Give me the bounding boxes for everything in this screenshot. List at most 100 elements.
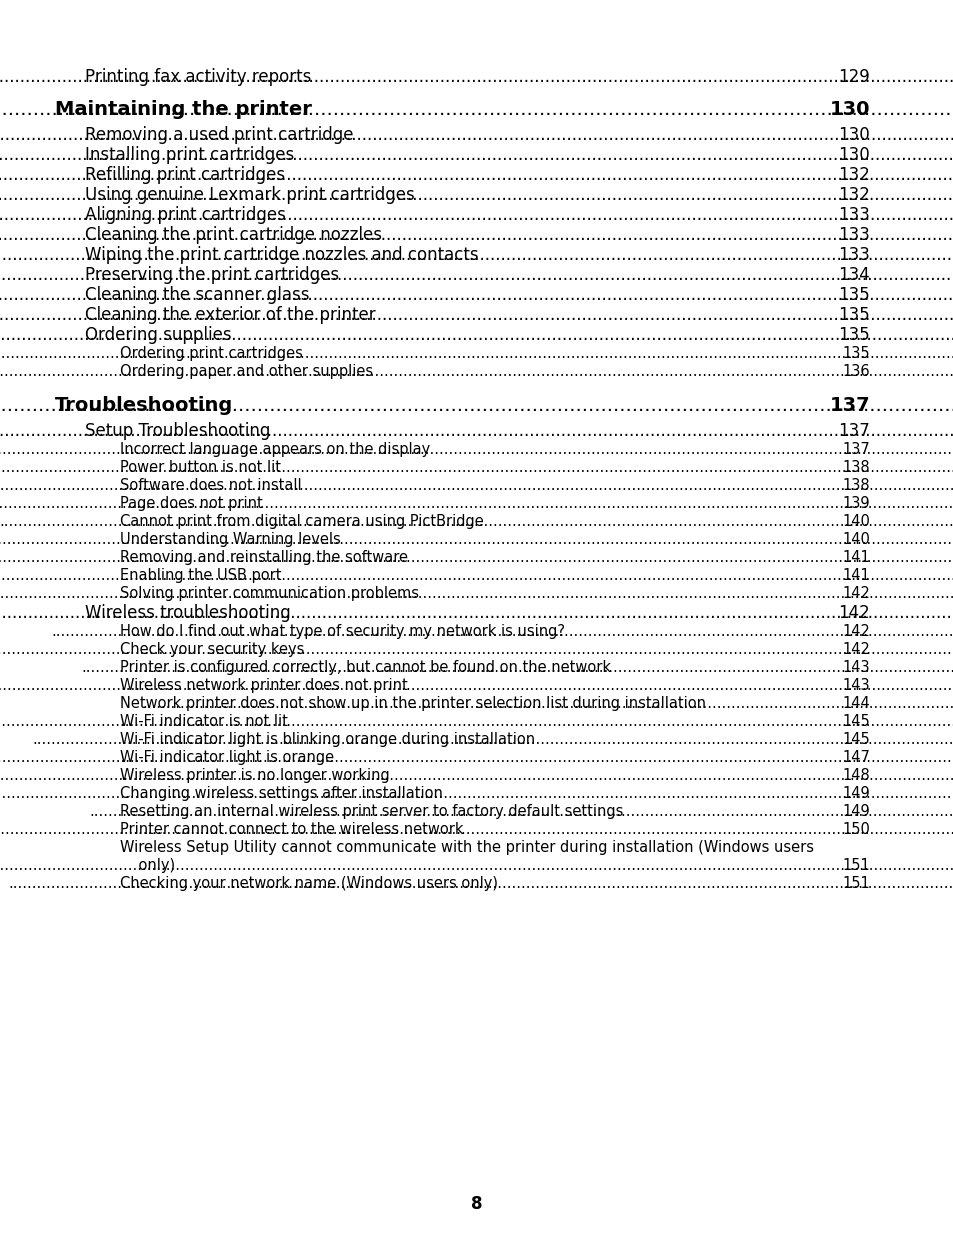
Text: ................................................................................: ........................................… bbox=[0, 496, 953, 511]
Text: 136: 136 bbox=[841, 364, 869, 379]
Text: ................................................................................: ........................................… bbox=[0, 326, 953, 345]
Text: Ordering print cartridges: Ordering print cartridges bbox=[120, 346, 302, 361]
Text: 143: 143 bbox=[841, 659, 869, 676]
Text: Maintaining the printer: Maintaining the printer bbox=[55, 100, 312, 119]
Text: ................................................................................: ........................................… bbox=[90, 804, 953, 819]
Text: ................................................................................: ........................................… bbox=[51, 624, 953, 638]
Text: ................................................................................: ........................................… bbox=[0, 287, 953, 304]
Text: Preserving the print cartridges: Preserving the print cartridges bbox=[85, 266, 338, 284]
Text: Setup Troubleshooting: Setup Troubleshooting bbox=[85, 422, 270, 440]
Text: Wireless network printer does not print: Wireless network printer does not print bbox=[120, 678, 407, 693]
Text: ................................................................................: ........................................… bbox=[0, 642, 953, 657]
Text: Cleaning the exterior of the printer: Cleaning the exterior of the printer bbox=[85, 306, 375, 324]
Text: Check your security keys: Check your security keys bbox=[120, 642, 304, 657]
Text: Wireless printer is no longer working: Wireless printer is no longer working bbox=[120, 768, 390, 783]
Text: Solving printer communication problems: Solving printer communication problems bbox=[120, 585, 418, 601]
Text: Using genuine Lexmark print cartridges: Using genuine Lexmark print cartridges bbox=[85, 186, 415, 204]
Text: 8: 8 bbox=[471, 1195, 482, 1213]
Text: 151: 151 bbox=[841, 858, 869, 873]
Text: ................................................................................: ........................................… bbox=[0, 126, 953, 144]
Text: ................................................................................: ........................................… bbox=[0, 585, 953, 601]
Text: 135: 135 bbox=[838, 326, 869, 345]
Text: ................................................................................: ........................................… bbox=[0, 246, 953, 264]
Text: Printing fax activity reports: Printing fax activity reports bbox=[85, 68, 311, 86]
Text: ................................................................................: ........................................… bbox=[143, 697, 953, 711]
Text: 142: 142 bbox=[841, 585, 869, 601]
Text: 142: 142 bbox=[838, 604, 869, 622]
Text: ................................................................................: ........................................… bbox=[32, 732, 953, 747]
Text: 133: 133 bbox=[838, 246, 869, 264]
Text: 142: 142 bbox=[841, 624, 869, 638]
Text: 145: 145 bbox=[841, 732, 869, 747]
Text: 142: 142 bbox=[841, 642, 869, 657]
Text: ................................................................................: ........................................… bbox=[0, 396, 953, 415]
Text: Installing print cartridges: Installing print cartridges bbox=[85, 146, 294, 164]
Text: Printer cannot connect to the wireless network: Printer cannot connect to the wireless n… bbox=[120, 823, 463, 837]
Text: Wireless troubleshooting: Wireless troubleshooting bbox=[85, 604, 291, 622]
Text: ................................................................................: ........................................… bbox=[0, 604, 953, 622]
Text: 135: 135 bbox=[838, 306, 869, 324]
Text: 138: 138 bbox=[841, 459, 869, 475]
Text: ................................................................................: ........................................… bbox=[0, 514, 953, 529]
Text: ................................................................................: ........................................… bbox=[0, 714, 953, 729]
Text: ................................................................................: ........................................… bbox=[0, 364, 953, 379]
Text: ................................................................................: ........................................… bbox=[0, 68, 953, 86]
Text: 139: 139 bbox=[841, 496, 869, 511]
Text: ................................................................................: ........................................… bbox=[0, 768, 953, 783]
Text: 137: 137 bbox=[841, 442, 869, 457]
Text: ................................................................................: ........................................… bbox=[0, 422, 953, 440]
Text: Ordering paper and other supplies: Ordering paper and other supplies bbox=[120, 364, 373, 379]
Text: Wi-Fi indicator is not lit: Wi-Fi indicator is not lit bbox=[120, 714, 288, 729]
Text: Power button is not lit: Power button is not lit bbox=[120, 459, 281, 475]
Text: 130: 130 bbox=[828, 100, 869, 119]
Text: Removing and reinstalling the software: Removing and reinstalling the software bbox=[120, 550, 408, 564]
Text: Troubleshooting: Troubleshooting bbox=[55, 396, 233, 415]
Text: Printer is configured correctly, but cannot be found on the network: Printer is configured correctly, but can… bbox=[120, 659, 610, 676]
Text: 149: 149 bbox=[841, 804, 869, 819]
Text: ................................................................................: ........................................… bbox=[0, 226, 953, 245]
Text: 143: 143 bbox=[841, 678, 869, 693]
Text: Enabling the USB port: Enabling the USB port bbox=[120, 568, 281, 583]
Text: ................................................................................: ........................................… bbox=[0, 678, 953, 693]
Text: ................................................................................: ........................................… bbox=[0, 478, 953, 493]
Text: ................................................................................: ........................................… bbox=[0, 306, 953, 324]
Text: 151: 151 bbox=[841, 876, 869, 890]
Text: 133: 133 bbox=[838, 226, 869, 245]
Text: 140: 140 bbox=[841, 514, 869, 529]
Text: 137: 137 bbox=[838, 422, 869, 440]
Text: Cannot print from digital camera using PictBridge: Cannot print from digital camera using P… bbox=[120, 514, 483, 529]
Text: ................................................................................: ........................................… bbox=[0, 100, 953, 119]
Text: 134: 134 bbox=[838, 266, 869, 284]
Text: Software does not install: Software does not install bbox=[120, 478, 301, 493]
Text: Network printer does not show up in the printer selection list during installati: Network printer does not show up in the … bbox=[120, 697, 705, 711]
Text: ................................................................................: ........................................… bbox=[0, 459, 953, 475]
Text: 144: 144 bbox=[841, 697, 869, 711]
Text: 132: 132 bbox=[838, 165, 869, 184]
Text: 147: 147 bbox=[841, 750, 869, 764]
Text: 150: 150 bbox=[841, 823, 869, 837]
Text: Refilling print cartridges: Refilling print cartridges bbox=[85, 165, 285, 184]
Text: Understanding Warning levels: Understanding Warning levels bbox=[120, 532, 340, 547]
Text: Ordering supplies: Ordering supplies bbox=[85, 326, 232, 345]
Text: 145: 145 bbox=[841, 714, 869, 729]
Text: Wiping the print cartridge nozzles and contacts: Wiping the print cartridge nozzles and c… bbox=[85, 246, 478, 264]
Text: ................................................................................: ........................................… bbox=[0, 550, 953, 564]
Text: How do I find out what type of security my network is using?: How do I find out what type of security … bbox=[120, 624, 564, 638]
Text: 129: 129 bbox=[838, 68, 869, 86]
Text: ................................................................................: ........................................… bbox=[9, 876, 953, 890]
Text: Wi-Fi indicator light is orange: Wi-Fi indicator light is orange bbox=[120, 750, 334, 764]
Text: ................................................................................: ........................................… bbox=[0, 206, 953, 224]
Text: ................................................................................: ........................................… bbox=[0, 568, 953, 583]
Text: 138: 138 bbox=[841, 478, 869, 493]
Text: Page does not print: Page does not print bbox=[120, 496, 262, 511]
Text: Cleaning the scanner glass: Cleaning the scanner glass bbox=[85, 287, 309, 304]
Text: ................................................................................: ........................................… bbox=[0, 146, 953, 164]
Text: ................................................................................: ........................................… bbox=[0, 442, 953, 457]
Text: Incorrect language appears on the display: Incorrect language appears on the displa… bbox=[120, 442, 430, 457]
Text: ................................................................................: ........................................… bbox=[0, 532, 953, 547]
Text: 140: 140 bbox=[841, 532, 869, 547]
Text: 135: 135 bbox=[841, 346, 869, 361]
Text: only): only) bbox=[120, 858, 175, 873]
Text: Cleaning the print cartridge nozzles: Cleaning the print cartridge nozzles bbox=[85, 226, 381, 245]
Text: Removing a used print cartridge: Removing a used print cartridge bbox=[85, 126, 354, 144]
